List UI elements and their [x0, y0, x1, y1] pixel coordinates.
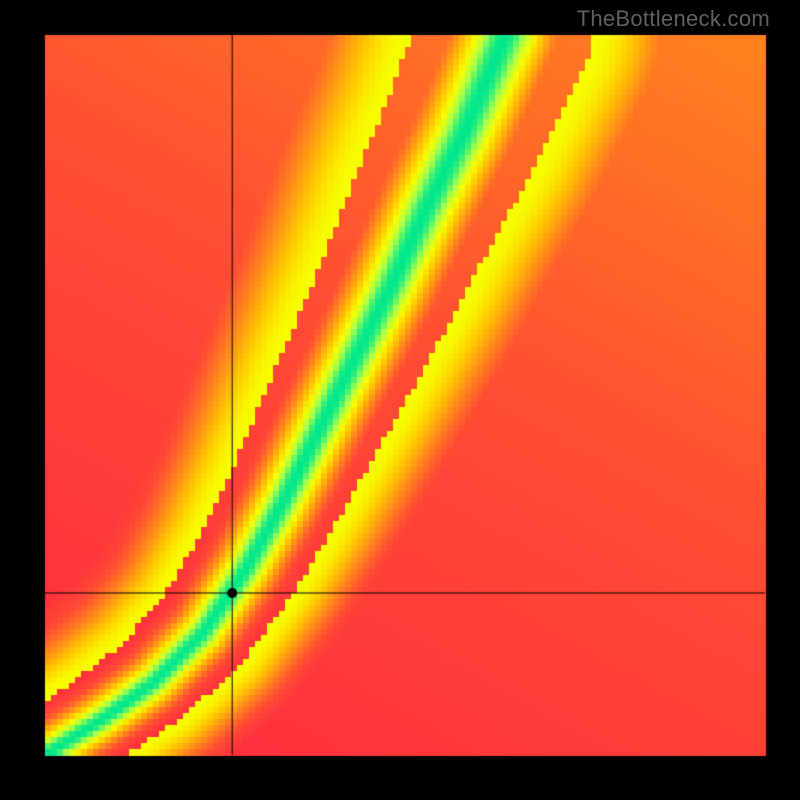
- bottleneck-heatmap: [0, 0, 800, 800]
- watermark-text: TheBottleneck.com: [577, 6, 770, 32]
